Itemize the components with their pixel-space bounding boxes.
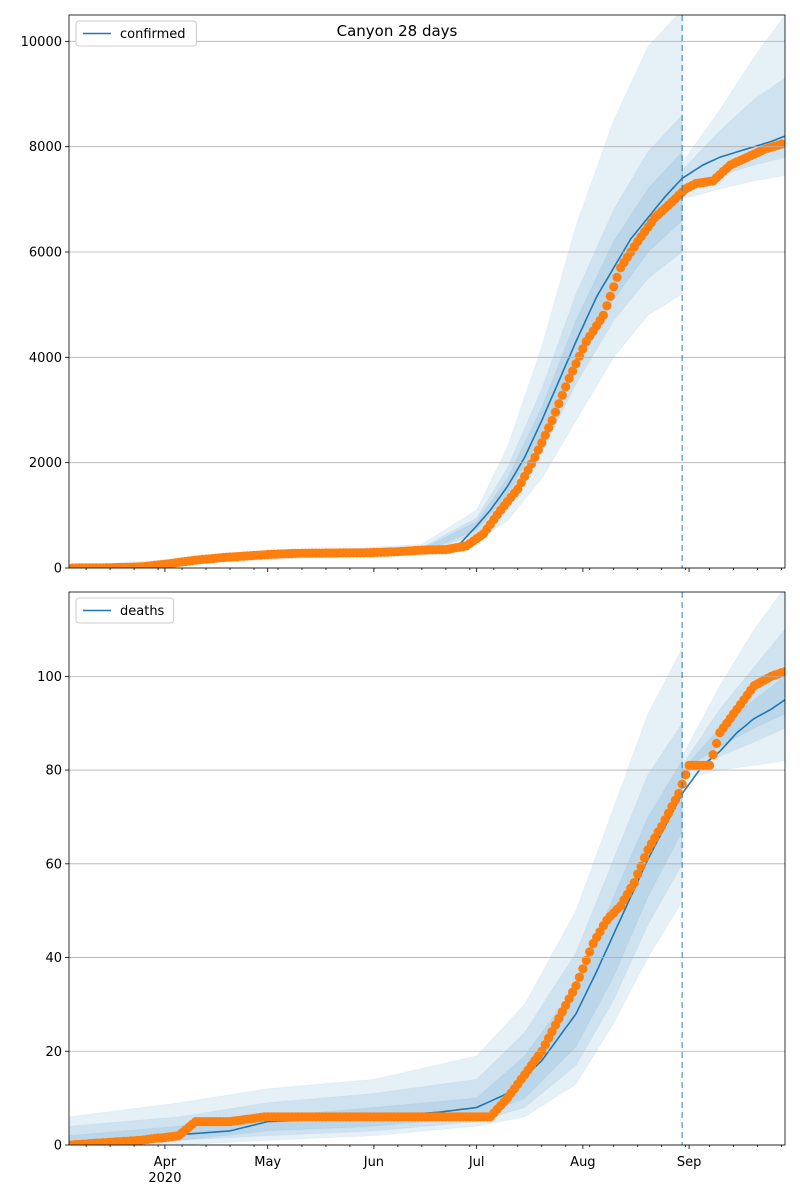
y-tick-label: 100	[37, 670, 62, 685]
x-tick-label: Aug	[570, 1155, 595, 1170]
legend-label: confirmed	[120, 27, 186, 42]
observed-point	[540, 430, 550, 440]
x-tick-label: Sep	[677, 1155, 702, 1170]
axes-frame	[68, 14, 786, 569]
observed-point	[554, 399, 564, 409]
observed-point	[780, 667, 785, 677]
observed-point	[533, 445, 543, 455]
observed-point	[578, 344, 588, 354]
y-tick-label: 4000	[29, 351, 62, 366]
x-tick-label: Jul	[468, 1155, 485, 1170]
y-tick-label: 0	[54, 562, 62, 577]
observed-point	[639, 853, 650, 863]
plot-area	[69, 592, 785, 1145]
observed-point	[681, 770, 691, 780]
observed-point	[602, 301, 612, 311]
chart-confirmed: 0 2000 4000 6000 8000 10000 confirmed	[21, 14, 786, 577]
observed-point	[633, 869, 643, 879]
legend-label: deaths	[120, 604, 165, 619]
observed-point	[711, 738, 722, 749]
observed-point	[557, 390, 567, 400]
observed-point	[585, 947, 595, 957]
observed-point	[629, 878, 639, 888]
observed-point	[571, 359, 581, 369]
axes-frame	[68, 591, 786, 1146]
x-tick-label: Apr	[154, 1155, 177, 1170]
legend: deaths	[75, 597, 175, 624]
y-tick-label: 60	[45, 857, 62, 872]
y-tick-label: 0	[54, 1139, 62, 1154]
y-tick-label: 80	[45, 764, 62, 779]
observed-point	[705, 760, 715, 771]
x-tick-label: Jun	[363, 1155, 384, 1170]
uncertainty-band	[69, 647, 683, 1145]
y-tick-label: 2000	[29, 456, 62, 471]
observed-point	[550, 407, 561, 417]
observed-point	[708, 750, 718, 760]
observed-point	[571, 981, 581, 991]
observed-point	[581, 955, 591, 966]
observed-point	[674, 788, 684, 799]
observed-point	[636, 861, 646, 871]
figure-title: Canyon 28 days	[337, 22, 458, 40]
observed-point	[612, 272, 622, 282]
observed-point	[564, 373, 574, 383]
y-tick-label: 10000	[21, 35, 62, 50]
observed-markers	[69, 139, 785, 568]
x-tick-sublabel: 2020	[148, 1171, 181, 1186]
y-tick-label: 6000	[29, 246, 62, 261]
observed-point	[578, 964, 588, 974]
observed-point	[609, 282, 619, 292]
observed-point	[574, 972, 585, 982]
observed-point	[605, 291, 615, 301]
uncertainty-band	[681, 592, 785, 781]
observed-point	[544, 423, 554, 433]
y-tick-label: 20	[45, 1045, 62, 1060]
observed-point	[547, 415, 557, 426]
observed-markers	[69, 667, 785, 1145]
observed-point	[568, 366, 578, 376]
y-tick-label: 8000	[29, 140, 62, 155]
observed-point	[598, 310, 609, 320]
observed-point	[537, 438, 547, 448]
x-tick-label: May	[254, 1155, 281, 1170]
observed-point	[574, 351, 585, 361]
legend-box	[75, 20, 197, 47]
y-tick-label: 40	[45, 951, 62, 966]
legend-box	[75, 597, 175, 624]
plot-area	[69, 15, 785, 568]
observed-point	[530, 452, 540, 462]
observed-point	[561, 382, 571, 392]
legend: confirmed	[75, 20, 197, 47]
